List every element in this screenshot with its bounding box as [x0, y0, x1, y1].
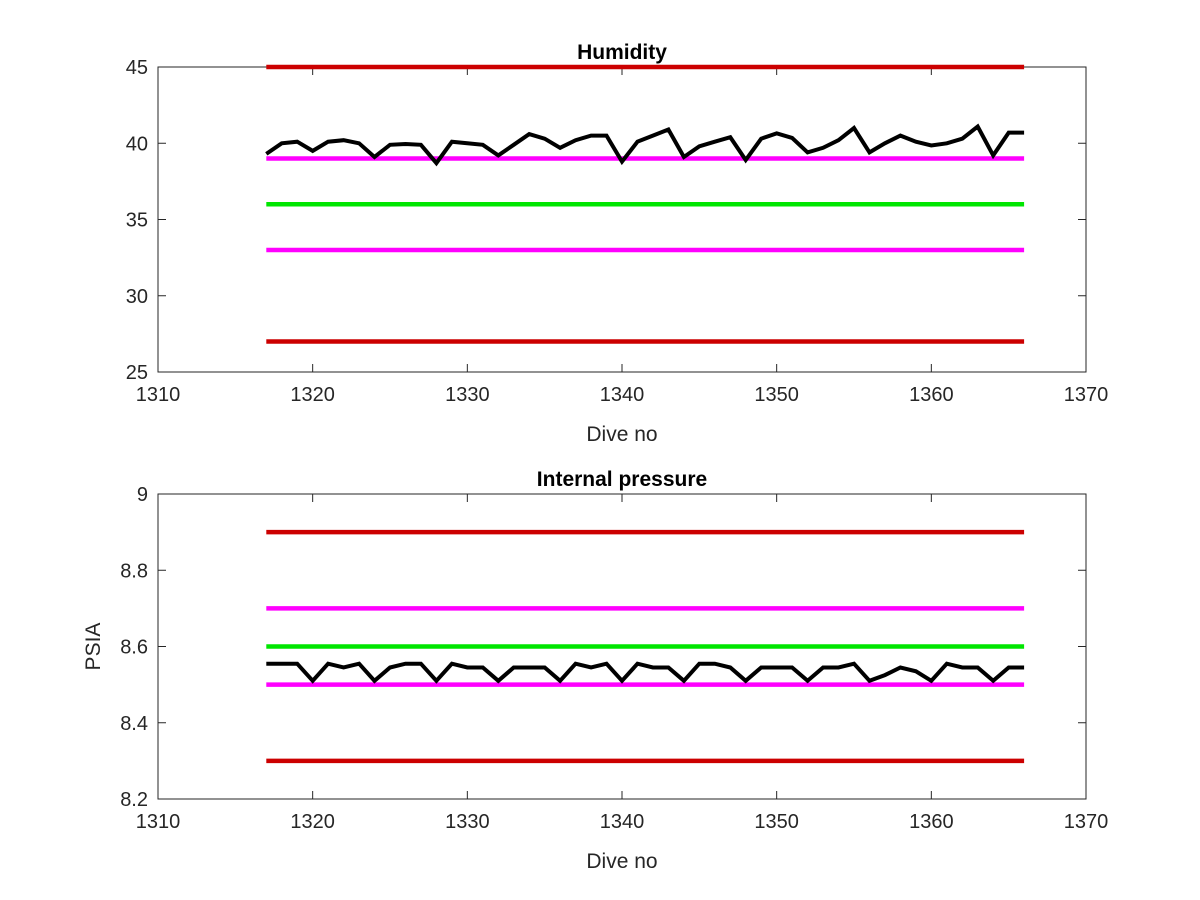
humidity-y-tick-label: 25	[126, 362, 148, 384]
internal-pressure-y-tick-label: 8.4	[120, 713, 148, 735]
internal-pressure-y-tick-label: 8.2	[120, 789, 148, 811]
internal-pressure-x-tick-label: 1310	[136, 811, 181, 833]
internal-pressure-x-tick-label: 1320	[290, 811, 335, 833]
humidity-y-tick-label: 40	[126, 133, 148, 155]
humidity-y-tick-label: 45	[126, 57, 148, 79]
internal-pressure-y-axis-label: PSIA	[82, 623, 105, 671]
internal-pressure-y-tick-label: 8.6	[120, 637, 148, 659]
internal-pressure-x-tick-label: 1340	[600, 811, 645, 833]
humidity-x-axis-label: Dive no	[586, 423, 657, 446]
internal-pressure-data-line	[266, 661, 1025, 684]
internal-pressure-x-axis-label: Dive no	[586, 850, 657, 873]
internal-pressure-title: Internal pressure	[537, 468, 707, 491]
humidity-x-tick-label: 1320	[290, 384, 335, 406]
internal-pressure-x-tick-label: 1350	[754, 811, 799, 833]
humidity-x-tick-label: 1330	[445, 384, 490, 406]
internal-pressure-x-tick-label: 1370	[1064, 811, 1109, 833]
internal-pressure-x-tick-label: 1330	[445, 811, 490, 833]
humidity-y-tick-label: 30	[126, 286, 148, 308]
humidity-x-tick-label: 1310	[136, 384, 181, 406]
internal-pressure-y-tick-label: 8.8	[120, 560, 148, 582]
humidity-x-tick-label: 1340	[600, 384, 645, 406]
internal-pressure-y-tick-label: 9	[137, 484, 148, 506]
humidity-x-tick-label: 1370	[1064, 384, 1109, 406]
humidity-title: Humidity	[577, 41, 667, 64]
internal-pressure-subplot: 1310 1320 1330 1340 1350 1360 1370 8.2 8.4 8.6 8.8…	[82, 468, 1108, 873]
humidity-subplot: 1310 1320 1330 1340 1350 1360 1370 25 30 35 40 45 Hu…	[126, 41, 1109, 446]
humidity-x-tick-label: 1360	[909, 384, 954, 406]
humidity-x-tick-label: 1350	[754, 384, 799, 406]
internal-pressure-x-tick-label: 1360	[909, 811, 954, 833]
humidity-y-tick-label: 35	[126, 210, 148, 232]
humidity-data-line	[265, 123, 1025, 167]
humidity-axes-box	[157, 66, 1087, 373]
